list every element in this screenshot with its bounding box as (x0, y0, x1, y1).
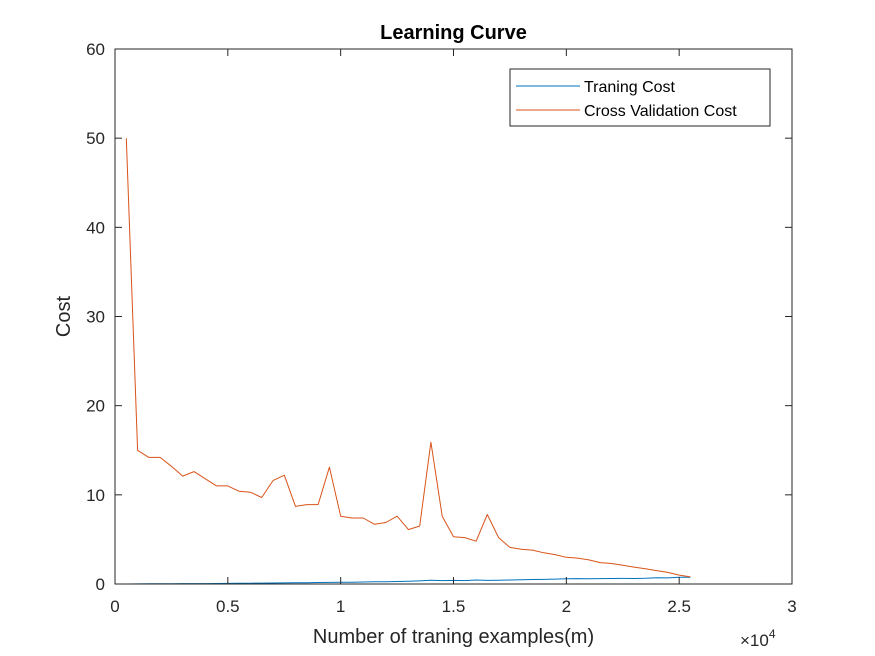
y-axis-label: Cost (53, 295, 75, 337)
legend-box (509, 68, 771, 127)
legend: Traning Cost Cross Validation Cost (509, 68, 771, 127)
x-axis-label: Number of traning examples(m) (313, 626, 594, 648)
y-tick-label: 40 (86, 218, 105, 237)
y-tick-label: 0 (96, 575, 105, 594)
y-tick-label: 60 (86, 40, 105, 59)
y-axis-ticks: 0 10 20 30 40 50 60 (86, 40, 792, 594)
x-tick-label: 0 (110, 597, 119, 616)
x-tick-label: 2 (562, 597, 571, 616)
x-tick-label: 1.5 (442, 597, 466, 616)
chart-title: Learning Curve (380, 22, 527, 44)
x-tick-label: 1 (336, 597, 345, 616)
y-tick-label: 20 (86, 397, 105, 416)
y-tick-label: 10 (86, 486, 105, 505)
legend-label: Cross Validation Cost (584, 103, 737, 120)
x-tick-label: 3 (787, 597, 796, 616)
x-tick-label: 2.5 (667, 597, 691, 616)
y-tick-label: 30 (86, 308, 105, 327)
x-axis-ticks: 0 0.5 1 1.5 2 2.5 3 (110, 49, 797, 616)
series-line-training-cost (126, 576, 691, 585)
x-tick-label: 0.5 (216, 597, 240, 616)
series-layer (125, 138, 691, 585)
x-axis-exponent: ×104 (740, 627, 776, 650)
plot-area (115, 49, 792, 584)
x-exponent-base: ×10 (740, 631, 769, 650)
legend-label: Traning Cost (584, 79, 676, 96)
y-tick-label: 50 (86, 129, 105, 148)
series-line-cross-validation-cost (125, 138, 691, 578)
x-exponent-power: 4 (769, 627, 776, 641)
